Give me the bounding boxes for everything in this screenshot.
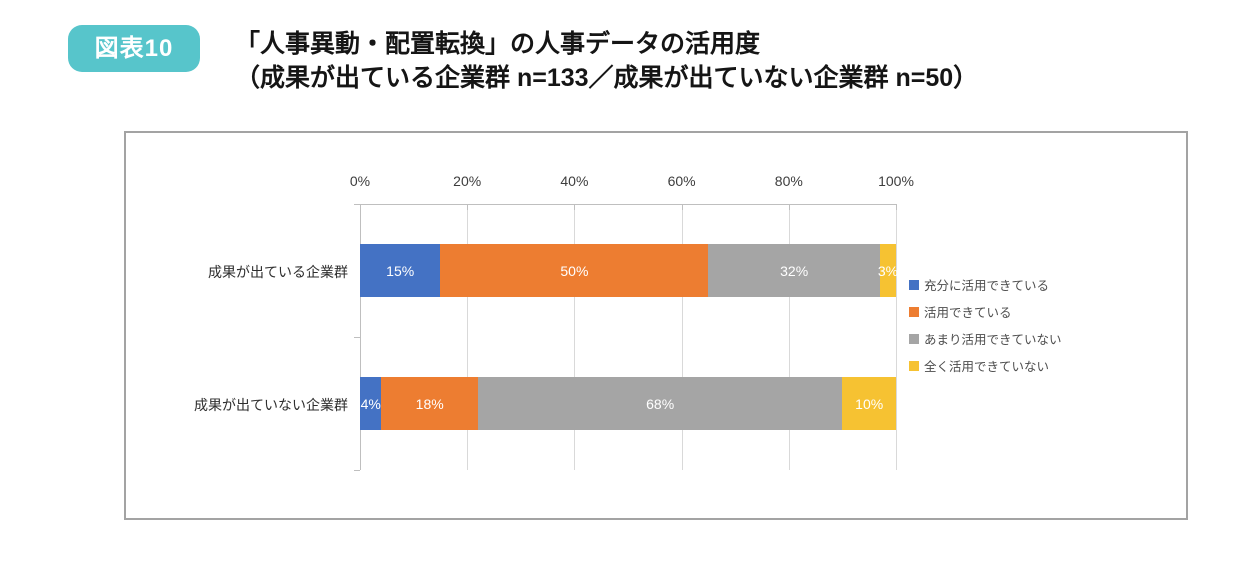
- x-axis-tick: [681, 204, 683, 210]
- gridline: [467, 204, 469, 470]
- x-axis-tick: [788, 204, 790, 210]
- stacked-bar-chart: 0% 20% 40% 60% 80% 100% 15% 50% 32% 3% 成果が出ている企業群 4…: [126, 133, 1186, 518]
- legend-label: 全く活用できていない: [924, 360, 1050, 374]
- legend: 充分に活用できている 活用できているあまり活用できていない 全く活用できていない: [909, 271, 1062, 379]
- x-axis-tick-label: 100%: [878, 173, 914, 189]
- x-axis-line: [360, 204, 896, 205]
- gridline: [788, 204, 790, 470]
- category-axis-tick: [354, 337, 360, 338]
- figure-number-badge: 図表10: [68, 25, 200, 72]
- x-axis-tick-label: 80%: [774, 173, 803, 189]
- bar-segment: 10%: [842, 377, 896, 430]
- bar-segment-label: 68%: [646, 395, 675, 412]
- figure-title-line1: 「人事異動・配置転換」の人事データの活用度: [235, 30, 761, 58]
- bar-segment-label: 3%: [877, 262, 899, 279]
- figure-title: 「人事異動・配置転換」の人事データの活用度 （成果が出ている企業群 n=133／…: [235, 27, 978, 95]
- x-axis-tick-label: 20%: [453, 173, 482, 189]
- bar-segment: 4%: [360, 377, 382, 430]
- category-axis-tick: [354, 204, 360, 205]
- legend-swatch: [909, 306, 919, 317]
- x-axis-tick: [896, 204, 897, 210]
- x-axis-tick-label: 40%: [560, 173, 589, 189]
- bar-segment: 32%: [708, 244, 880, 297]
- legend-item: 全く活用できていない: [909, 352, 1062, 379]
- bar-segment-label: 10%: [855, 395, 884, 412]
- legend-swatch: [909, 333, 919, 344]
- bar-segment-label: 18%: [415, 395, 444, 412]
- gridline: [681, 204, 683, 470]
- figure-title-line2: （成果が出ている企業群 n=133／成果が出ていない企業群 n=50）: [235, 64, 979, 92]
- bar-row: 15% 50% 32% 3%: [360, 244, 899, 297]
- legend-swatch: [909, 360, 919, 371]
- legend-item: あまり活用できていない: [909, 325, 1062, 352]
- category-axis-tick: [354, 470, 360, 471]
- bar-segment-label: 32%: [780, 262, 809, 279]
- x-axis-tick: [574, 204, 576, 210]
- bar-segment: 68%: [477, 377, 843, 430]
- legend-label: あまり活用できていない: [924, 333, 1062, 347]
- bar-row: 4% 18% 68% 10%: [360, 377, 896, 430]
- gridline: [896, 204, 897, 470]
- category-label: 成果が出ていない企業群: [194, 396, 348, 413]
- x-axis-tick-label: 60%: [667, 173, 696, 189]
- legend-swatch: [909, 279, 919, 290]
- x-axis-tick-label: 0%: [349, 173, 371, 189]
- bar-segment: 3%: [877, 244, 899, 297]
- category-label: 成果が出ている企業群: [208, 263, 348, 280]
- legend-item: 活用できている: [909, 298, 1062, 325]
- chart-container: 0% 20% 40% 60% 80% 100% 15% 50% 32% 3% 成果が出ている企業群 4…: [124, 131, 1188, 520]
- x-axis-tick: [467, 204, 469, 210]
- bar-segment: 18%: [381, 377, 478, 430]
- legend-label: 充分に活用できている: [924, 279, 1050, 293]
- legend-label: 活用できている: [924, 306, 1012, 320]
- bar-segment-label: 15%: [386, 262, 415, 279]
- category-axis-line: [360, 204, 361, 470]
- bar-segment: 15%: [360, 244, 441, 297]
- bar-segment: 50%: [440, 244, 709, 297]
- bar-segment-label: 50%: [560, 262, 589, 279]
- gridline: [574, 204, 576, 470]
- bar-segment-label: 4%: [360, 395, 381, 412]
- legend-item: 充分に活用できている: [909, 271, 1062, 298]
